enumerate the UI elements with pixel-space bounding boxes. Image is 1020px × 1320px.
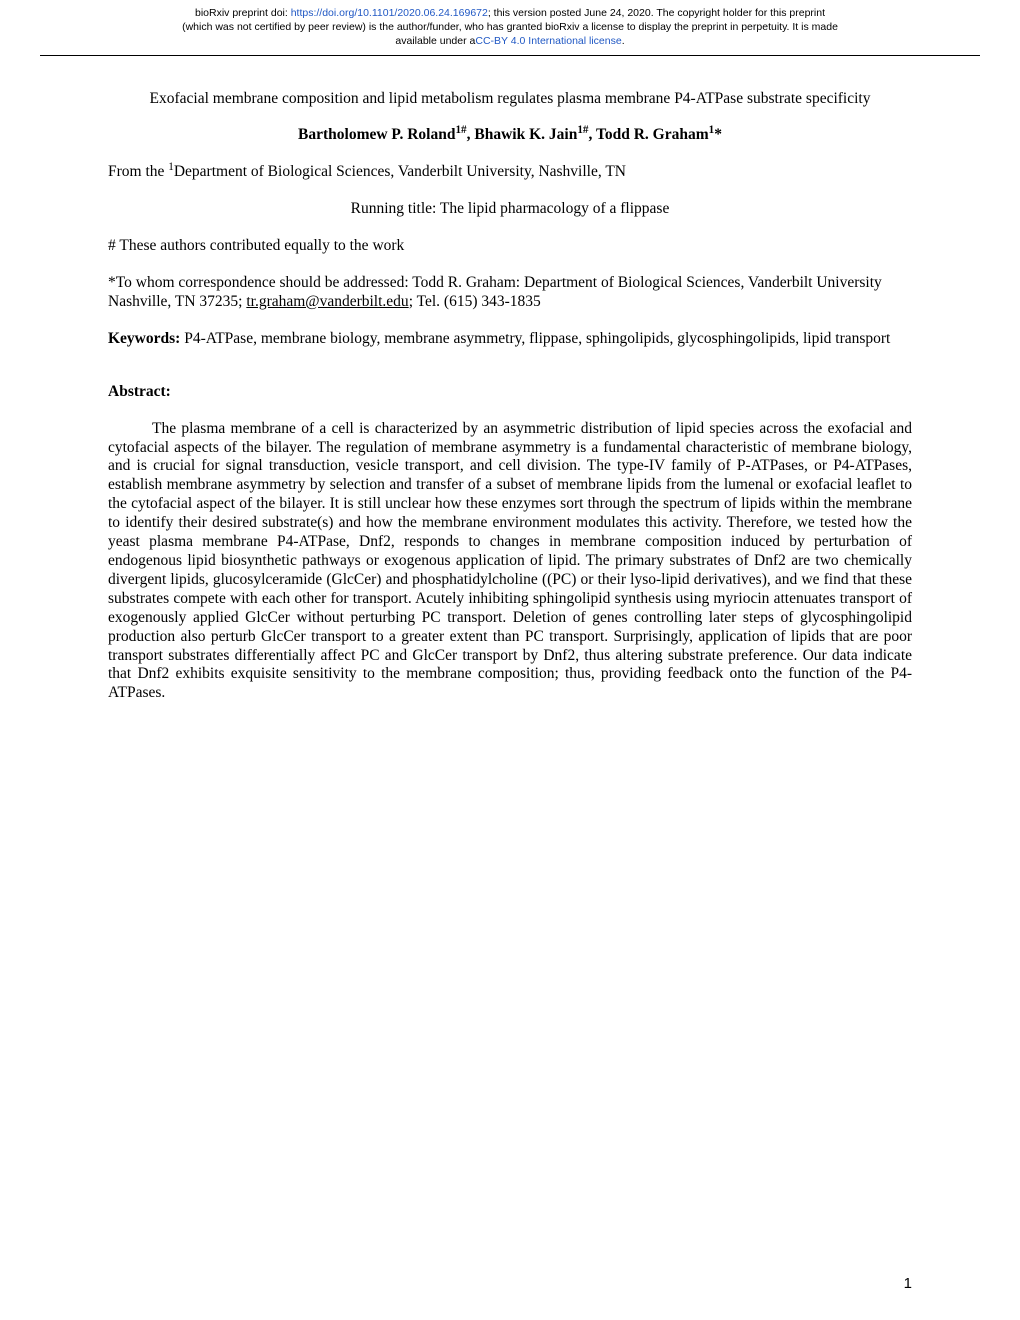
corresponding-author: *To whom correspondence should be addres… (108, 274, 912, 312)
equal-contrib-note: # These authors contributed equally to t… (108, 237, 912, 256)
banner-line1-pre: bioRxiv preprint doi: (195, 7, 291, 19)
keywords-text: P4-ATPase, membrane biology, membrane as… (184, 330, 890, 347)
preprint-banner: bioRxiv preprint doi: https://doi.org/10… (0, 0, 1020, 53)
affil-pre: From the (108, 163, 168, 180)
author-2-sup: 1# (577, 124, 588, 136)
running-title: Running title: The lipid pharmacology of… (108, 200, 912, 219)
banner-line2: (which was not certified by peer review)… (182, 21, 838, 33)
banner-line3-pre: available under a (395, 35, 475, 47)
affil-post: Department of Biological Sciences, Vande… (174, 163, 626, 180)
author-3-mark: * (714, 126, 722, 143)
keywords-line: Keywords: P4-ATPase, membrane biology, m… (108, 330, 912, 349)
abstract-heading: Abstract: (108, 383, 912, 402)
author-3: Todd R. Graham (596, 126, 709, 143)
banner-line3-post: . (622, 35, 625, 47)
corr-email[interactable]: tr.graham@vanderbilt.edu (246, 293, 408, 310)
author-1-sup: 1# (455, 124, 466, 136)
abstract-body: The plasma membrane of a cell is charact… (108, 420, 912, 704)
author-line: Bartholomew P. Roland1#, Bhawik K. Jain1… (108, 126, 912, 145)
doi-link[interactable]: https://doi.org/10.1101/2020.06.24.16967… (291, 7, 488, 19)
author-2: Bhawik K. Jain (474, 126, 577, 143)
author-1: Bartholomew P. Roland (298, 126, 455, 143)
page-content: Exofacial membrane composition and lipid… (0, 56, 1020, 704)
keywords-label: Keywords: (108, 330, 184, 347)
banner-line1-post: ; this version posted June 24, 2020. The… (488, 7, 825, 19)
author-sep-2: , (588, 126, 595, 143)
page-number: 1 (904, 1275, 912, 1292)
affiliation: From the 1Department of Biological Scien… (108, 163, 912, 182)
license-link[interactable]: CC-BY 4.0 International license (475, 35, 621, 47)
corr-post: ; Tel. (615) 343-1835 (409, 293, 541, 310)
paper-title: Exofacial membrane composition and lipid… (108, 90, 912, 109)
